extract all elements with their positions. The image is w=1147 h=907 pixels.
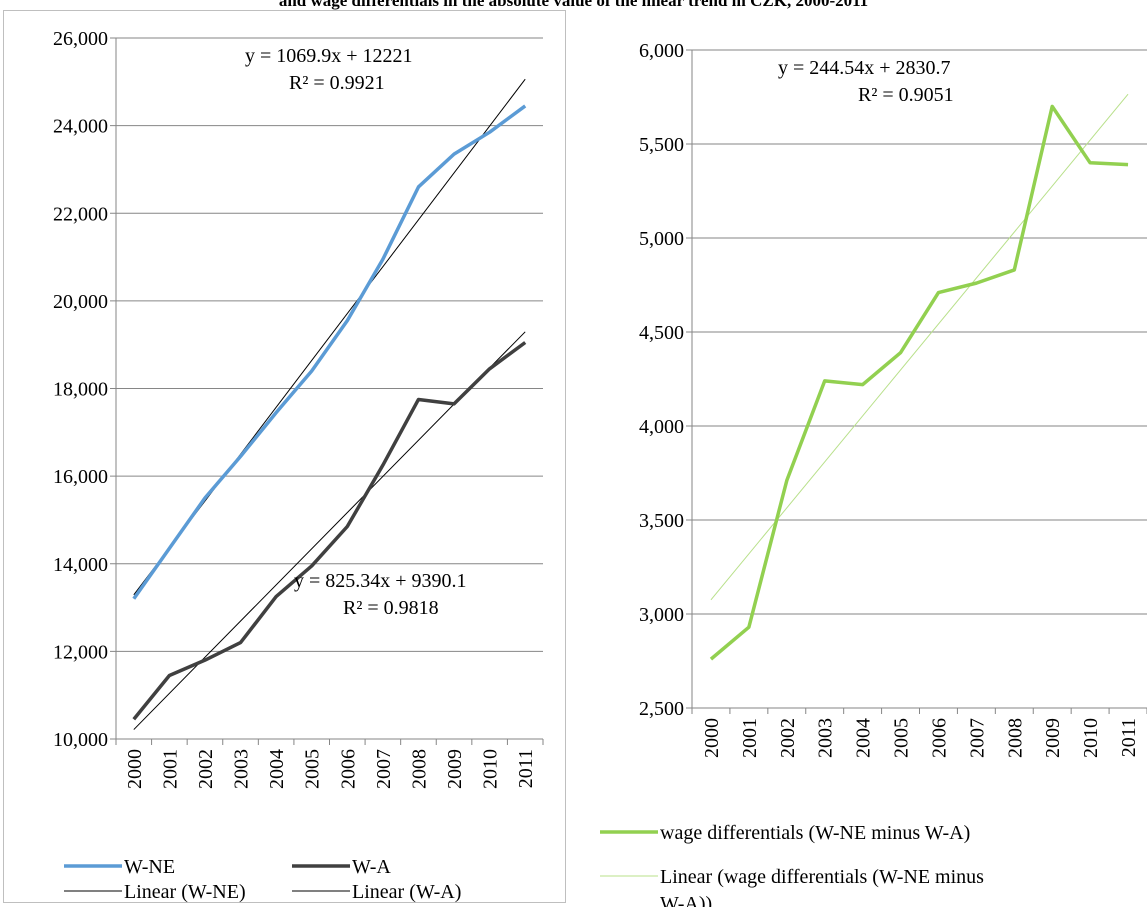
x-tick-label: 2004 [266,749,288,789]
y-tick-label: 6,000 [639,40,684,62]
legend-label: Linear (W-NE) [124,881,246,903]
trend-r2: R² = 0.9051 [858,84,954,106]
trend-r2: R² = 0.9818 [343,597,439,619]
left-chart: 10,000 12,000 14,000 16,000 18,000 20,000 22,0… [53,28,544,903]
trend-r2: R² = 0.9921 [289,72,385,94]
x-tick-label: 2006 [337,749,359,789]
y-tick-label: 4,500 [639,322,684,344]
legend-label: W-NE [124,856,175,878]
y-tick-label: 3,000 [639,604,684,626]
y-tick-label: 20,000 [53,291,108,313]
y-tick-label: 16,000 [53,466,108,488]
left-chart-frame [3,10,566,903]
y-tick-label: 26,000 [53,28,108,50]
y-tick-label: 5,500 [639,134,684,156]
series-line [709,104,1129,661]
trend-equation: y = 1069.9x + 12221 [245,45,413,67]
trendline [710,93,1129,601]
x-tick-label: 2008 [1004,718,1026,758]
x-tick-label: 2007 [966,718,988,758]
trend-equation: y = 244.54x + 2830.7 [778,57,951,79]
y-tick-label: 5,000 [639,228,684,250]
x-tick-label: 2001 [739,718,761,758]
x-tick-label: 2000 [124,749,146,789]
right-chart: 2,500 3,000 3,500 4,000 4,500 5,000 5,500 6,000… [600,40,1147,907]
y-tick-label: 24,000 [53,116,108,138]
x-tick-label: 2011 [515,749,537,788]
x-tick-label: 2011 [1118,718,1140,757]
y-tick-label: 14,000 [53,554,108,576]
x-tick-label: 2002 [777,718,799,758]
x-tick-label: 2010 [1080,718,1102,758]
x-tick-label: 2006 [928,718,950,758]
series-line [132,341,527,721]
trend-equation: y = 825.34x + 9390.1 [294,570,467,592]
x-tick-label: 2003 [815,718,837,758]
x-tick-label: 2003 [231,749,253,789]
y-tick-label: 10,000 [53,729,108,751]
x-tick-label: 2010 [480,749,502,789]
y-tick-label: 3,500 [639,510,684,532]
legend-label-line: W-A)) [660,893,712,907]
x-tick-label: 2000 [701,718,723,758]
legend-label: Linear (wage differentials (W-NE minus W-… [660,866,984,907]
y-tick-label: 4,000 [639,416,684,438]
series-line [132,104,527,600]
x-tick-label: 2002 [195,749,217,789]
y-tick-label: 12,000 [53,641,108,663]
x-tick-label: 2009 [444,749,466,789]
legend-label: W-A [352,856,391,878]
x-tick-label: 2007 [373,749,395,789]
y-tick-label: 18,000 [53,379,108,401]
x-tick-label: 2001 [159,749,181,789]
y-tick-label: 2,500 [639,698,684,720]
x-tick-label: 2004 [853,718,875,758]
x-tick-label: 2008 [408,749,430,789]
x-tick-label: 2009 [1042,718,1064,758]
y-tick-label: 22,000 [53,203,108,225]
x-tick-label: 2005 [891,718,913,758]
legend-label: Linear (W-A) [352,881,461,903]
legend-label: wage differentials (W-NE minus W-A) [660,822,970,844]
legend-label-line: Linear (wage differentials (W-NE minus [660,866,984,888]
figure-title: and wage differentials in the absolute v… [278,0,869,10]
x-tick-label: 2005 [302,749,324,789]
